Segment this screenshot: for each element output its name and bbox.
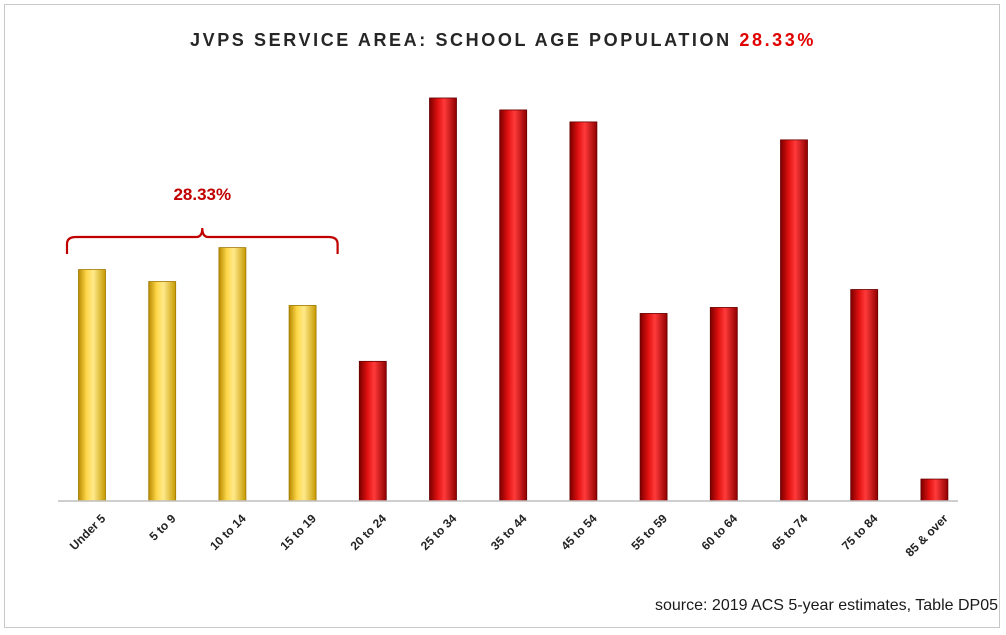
bar-25-to-34: [429, 97, 457, 502]
x-tick-label: 10 to 14: [207, 511, 249, 553]
x-tick-label: 85 & over: [903, 511, 951, 559]
bar-85-over: [920, 478, 949, 502]
bar-15-to-19: [288, 305, 317, 502]
x-tick-label: 75 to 84: [839, 511, 881, 553]
bar-60-to-64: [709, 307, 738, 502]
x-tick-label: 25 to 34: [418, 511, 460, 553]
bar-65-to-74: [780, 139, 808, 502]
bar-under-5: [78, 269, 106, 502]
x-tick-label: 45 to 54: [558, 511, 600, 553]
bars-layer: [78, 97, 949, 502]
bar-35-to-44: [499, 109, 528, 502]
x-tick-label: Under 5: [67, 511, 109, 553]
x-tick-label: 65 to 74: [769, 511, 811, 553]
x-tick-label: 5 to 9: [146, 511, 178, 543]
x-tick-label: 55 to 59: [628, 511, 670, 553]
bar-55-to-59: [639, 313, 668, 502]
chart-title: JVPS SERVICE AREA: SCHOOL AGE POPULATION…: [0, 30, 1006, 51]
bracket: [65, 227, 339, 254]
x-tick-labels: Under 5 5 to 9 10 to 14 15 to 19 20 to 24 25 …: [67, 511, 951, 559]
bar-10-to-14: [218, 247, 247, 502]
bar-20-to-24: [358, 360, 387, 502]
bar-75-to-84: [850, 289, 879, 502]
bracket-label: 28.33%: [173, 185, 231, 204]
x-tick-label: 15 to 19: [277, 511, 319, 553]
bar-45-to-54: [569, 121, 598, 502]
chart-title-text: JVPS SERVICE AREA: SCHOOL AGE POPULATION: [189, 30, 732, 50]
chart-title-highlight: 28.33%: [739, 30, 816, 50]
x-tick-label: 35 to 44: [488, 511, 530, 553]
x-tick-label: 60 to 64: [699, 511, 741, 553]
source-note: source: 2019 ACS 5-year estimates, Table…: [655, 597, 998, 614]
x-tick-label: 20 to 24: [348, 511, 390, 553]
bar-5-to-9: [148, 281, 177, 502]
